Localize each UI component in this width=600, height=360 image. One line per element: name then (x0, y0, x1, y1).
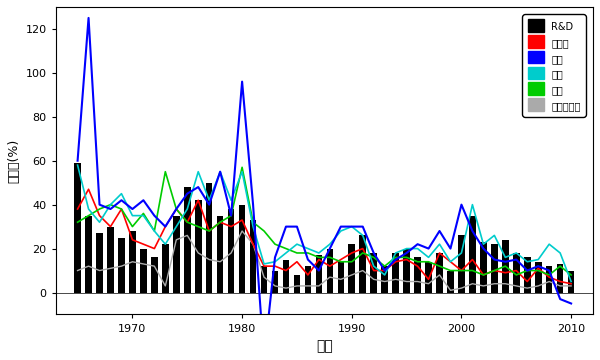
Bar (502, 240, 509, 293)
Bar (392, 253, 399, 293)
Bar (239, 204, 245, 293)
Bar (469, 216, 476, 293)
Bar (250, 220, 256, 293)
Bar (217, 216, 223, 293)
Bar (557, 264, 563, 293)
Bar (359, 235, 366, 293)
Bar (140, 248, 146, 293)
Bar (96, 233, 103, 293)
Bar (535, 262, 542, 293)
Bar (85, 216, 92, 293)
X-axis label: 년도: 년도 (316, 339, 333, 353)
Bar (370, 253, 377, 293)
Bar (151, 257, 158, 293)
Bar (382, 266, 388, 293)
Bar (480, 242, 487, 293)
Bar (414, 257, 421, 293)
Bar (513, 253, 520, 293)
Bar (261, 266, 268, 293)
Bar (184, 187, 191, 293)
Bar (316, 255, 322, 293)
Bar (195, 200, 202, 293)
Y-axis label: 증가율(%): 증가율(%) (7, 139, 20, 183)
Bar (326, 248, 333, 293)
Bar (272, 270, 278, 293)
Bar (305, 266, 311, 293)
Bar (162, 244, 169, 293)
Bar (283, 260, 289, 293)
Bar (118, 238, 125, 293)
Bar (491, 244, 497, 293)
Bar (458, 235, 465, 293)
Bar (524, 257, 530, 293)
Bar (403, 248, 410, 293)
Bar (228, 209, 235, 293)
Bar (425, 262, 432, 293)
Bar (447, 270, 454, 293)
Bar (436, 253, 443, 293)
Bar (129, 231, 136, 293)
Bar (173, 216, 179, 293)
Bar (107, 226, 114, 293)
Bar (338, 262, 344, 293)
Bar (546, 266, 553, 293)
Bar (349, 244, 355, 293)
Bar (74, 163, 81, 293)
Bar (568, 270, 574, 293)
Legend: R&D, 총예산, 복지, 교육, 국방, 물가상승률: R&D, 총예산, 복지, 교육, 국방, 물가상승률 (522, 14, 586, 117)
Bar (206, 183, 212, 293)
Bar (293, 275, 300, 293)
